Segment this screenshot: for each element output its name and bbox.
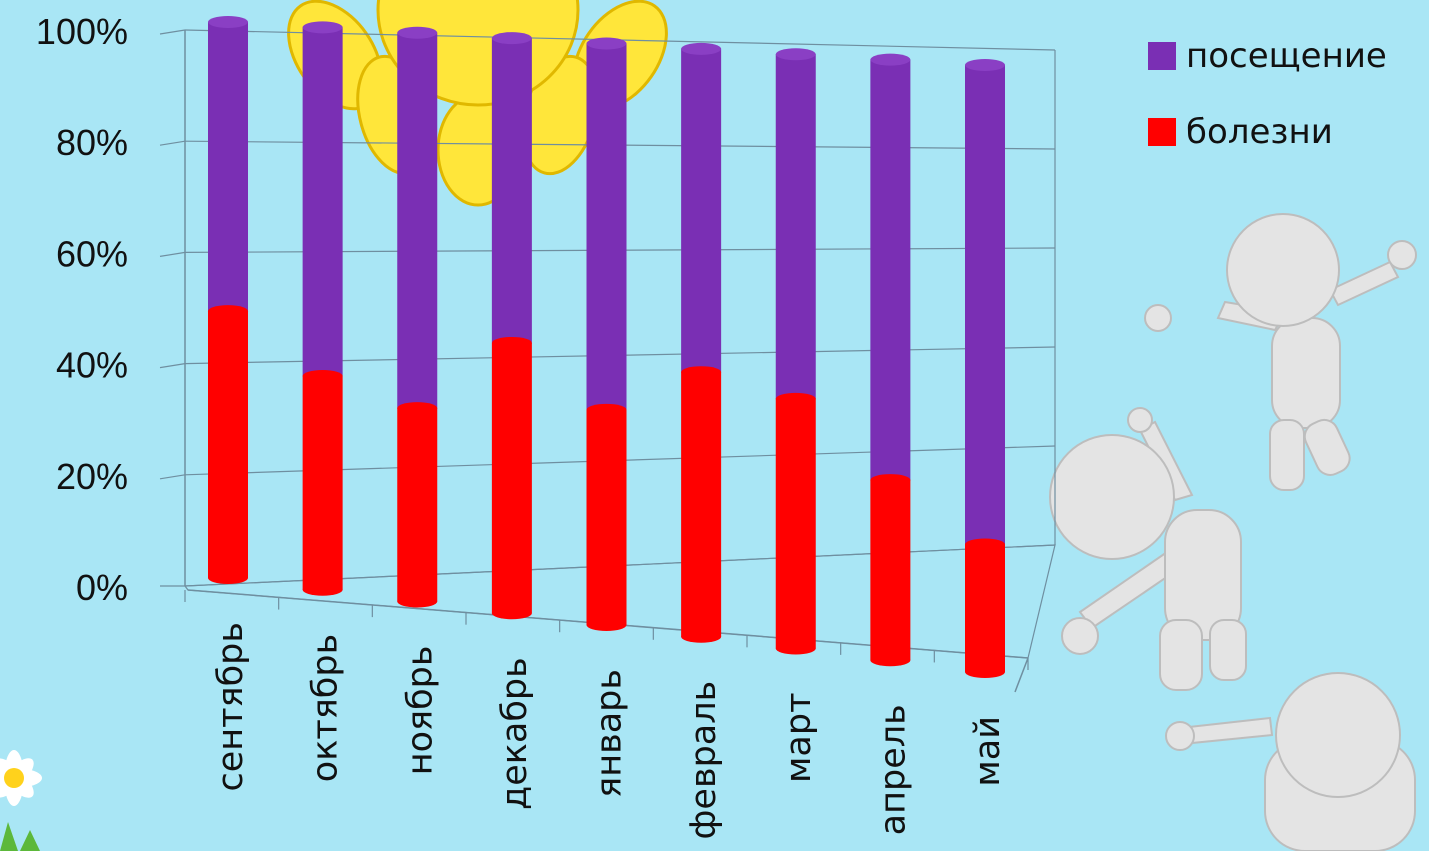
- bar-split-cap: [302, 370, 343, 383]
- axis-labels: 0% 20% 40% 60% 80% 100% сентябрь октябрь ноябрь д…: [36, 11, 1008, 840]
- x-tick-label: январь: [590, 669, 630, 798]
- bar-top-cap: [681, 42, 722, 55]
- y-tick-mark: [159, 29, 186, 35]
- y-tick-label: 80%: [56, 122, 128, 163]
- bar-bottom-cap: [775, 642, 816, 655]
- bar-bottom-cap: [870, 654, 911, 667]
- legend-swatch: [1148, 42, 1176, 70]
- bar-split-cap: [681, 366, 722, 379]
- bar-bottom-cap: [586, 619, 627, 631]
- bar-split-cap: [870, 474, 911, 487]
- y-tick-label: 0%: [76, 567, 128, 608]
- bar-group: [208, 16, 248, 584]
- bar-group: [397, 26, 438, 608]
- x-tick-label: октябрь: [306, 634, 346, 782]
- x-tick-label: апрель: [873, 704, 913, 835]
- bar-segment-visits: [870, 59, 911, 481]
- bar-group: [775, 48, 816, 655]
- bar-top-cap: [870, 53, 911, 66]
- bar-segment-visits: [302, 27, 343, 377]
- x-tick-label: сентябрь: [211, 622, 251, 792]
- bar-segment-visits: [397, 32, 438, 409]
- bar-segment-illness: [491, 342, 532, 614]
- bar-segment-illness: [208, 311, 248, 578]
- bar-segment-visits: [681, 48, 722, 373]
- bar-segment-visits: [965, 65, 1005, 545]
- bar-group: [870, 53, 911, 667]
- bar-top-cap: [491, 32, 532, 45]
- x-tick-label: февраль: [684, 681, 724, 840]
- bar-segment-illness: [775, 398, 816, 649]
- cheering-figure-icon: [1049, 213, 1417, 851]
- bar-top-cap: [586, 37, 627, 50]
- bar-segment-visits: [491, 38, 532, 343]
- y-tick-mark: [159, 363, 186, 369]
- x-axis-front-edge: [1014, 657, 1029, 693]
- bar-segment-illness: [870, 480, 911, 661]
- legend-item: посещение: [1148, 36, 1387, 76]
- x-tick-label: декабрь: [495, 657, 535, 810]
- bar-bottom-cap: [491, 607, 532, 620]
- bar-segment-illness: [397, 408, 438, 602]
- bar-group: [302, 21, 343, 596]
- legend-swatch: [1148, 118, 1176, 146]
- bar-group: [965, 59, 1005, 678]
- bar-segment-visits: [586, 43, 627, 410]
- bar-segment-illness: [586, 409, 627, 625]
- bar-top-cap: [302, 21, 343, 34]
- x-tick-label: март: [779, 693, 819, 783]
- bar-group: [491, 32, 532, 620]
- y-tick-label: 60%: [56, 233, 128, 274]
- y-tick-label: 20%: [56, 456, 128, 497]
- bar-top-cap: [208, 16, 248, 28]
- y-tick-label: 100%: [36, 11, 128, 52]
- bar-bottom-cap: [965, 666, 1005, 678]
- y-tick-mark: [159, 140, 186, 146]
- bar-split-cap: [397, 402, 438, 415]
- bar-segment-illness: [965, 544, 1005, 672]
- bar-group: [681, 42, 722, 643]
- y-tick-mark: [159, 251, 186, 257]
- legend-label: посещение: [1186, 36, 1387, 76]
- x-tick-label: ноябрь: [400, 646, 440, 776]
- x-tick-label: май: [968, 716, 1008, 787]
- y-tick-mark: [159, 474, 186, 480]
- y-tick-label: 40%: [56, 345, 128, 386]
- bar-split-cap: [491, 336, 532, 349]
- legend-label: болезни: [1186, 112, 1333, 152]
- bar-split-cap: [965, 538, 1005, 551]
- bar-top-cap: [965, 59, 1005, 71]
- daisy-flower-icon: [0, 750, 42, 851]
- bar-top-cap: [775, 48, 816, 61]
- bar-bottom-cap: [681, 630, 722, 643]
- bar-bottom-cap: [208, 572, 248, 584]
- bar-split-cap: [775, 392, 816, 405]
- bar-top-cap: [397, 26, 438, 39]
- bar-segment-visits: [208, 22, 248, 312]
- bar-segment-illness: [681, 372, 722, 637]
- bars: [208, 16, 1005, 678]
- bar-bottom-cap: [302, 583, 343, 596]
- bar-bottom-cap: [397, 595, 438, 608]
- legend-item: болезни: [1148, 112, 1333, 152]
- bar-split-cap: [208, 305, 248, 318]
- bar-segment-visits: [775, 54, 816, 399]
- bar-split-cap: [586, 403, 627, 416]
- bar-group: [586, 37, 627, 631]
- bar-segment-illness: [302, 376, 343, 590]
